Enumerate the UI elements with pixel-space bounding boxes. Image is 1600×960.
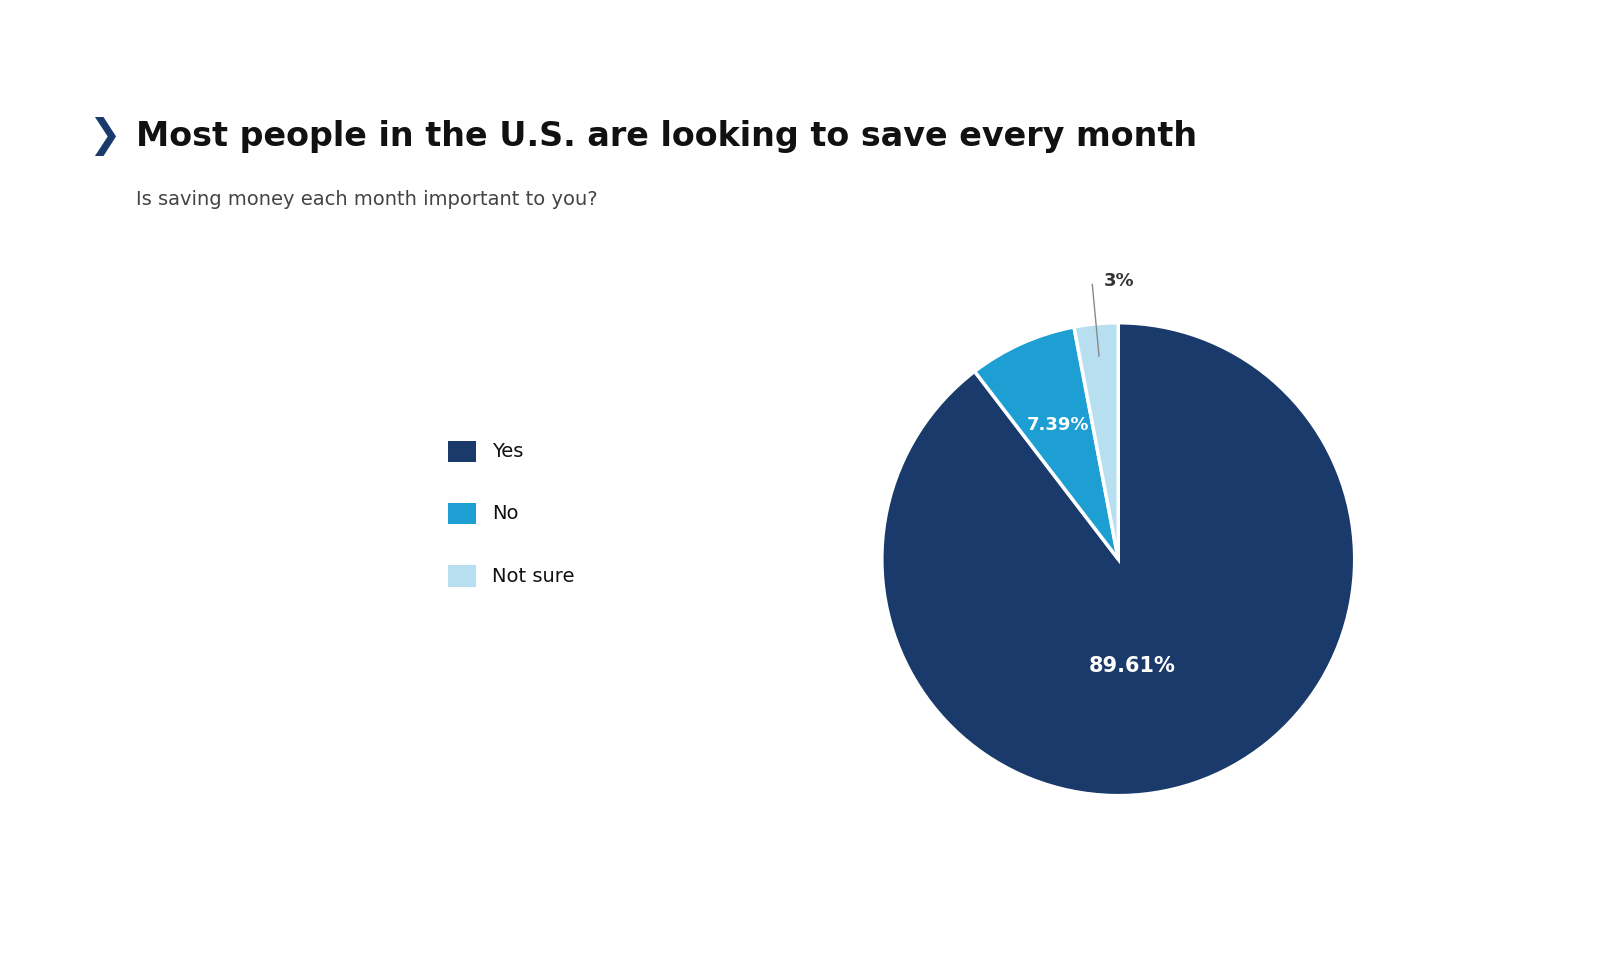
Text: GFT: GFT — [1435, 34, 1472, 51]
Text: Yes: Yes — [493, 442, 523, 461]
Text: 3%: 3% — [1104, 273, 1134, 291]
Text: Not sure: Not sure — [493, 566, 574, 586]
Text: Is saving money each month important to you?: Is saving money each month important to … — [136, 190, 598, 209]
Text: Most people in the U.S. are looking to save every month: Most people in the U.S. are looking to s… — [136, 120, 1197, 153]
Text: 89.61%: 89.61% — [1090, 657, 1176, 677]
Bar — [1517, 27, 1554, 58]
Text: 7.39%: 7.39% — [1027, 417, 1090, 434]
Wedge shape — [1074, 323, 1118, 559]
Wedge shape — [882, 323, 1355, 796]
Text: ❯: ❯ — [88, 117, 120, 156]
Text: No: No — [493, 504, 518, 523]
Wedge shape — [974, 327, 1118, 559]
